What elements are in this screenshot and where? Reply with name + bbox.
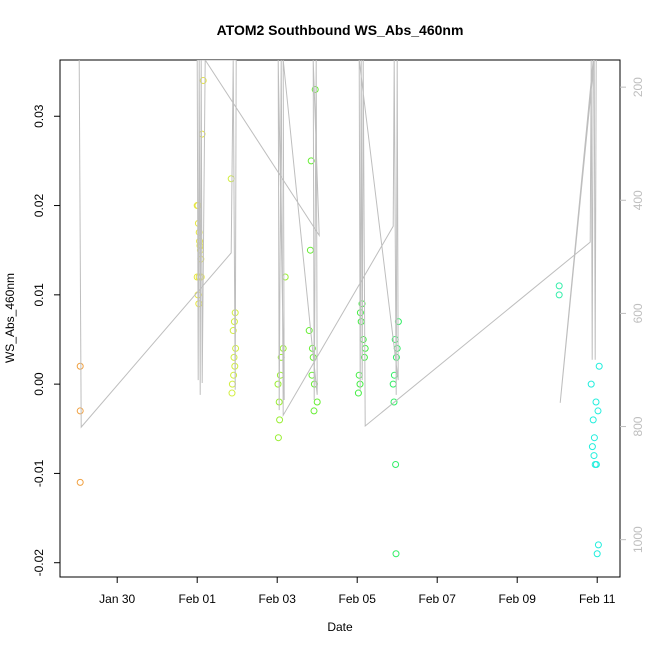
point [76,362,84,370]
point [588,443,596,451]
point [389,380,397,388]
point [354,389,362,397]
x-tick-label: Feb 05 [339,592,377,606]
point [587,380,595,388]
point [230,371,238,379]
point [199,77,207,85]
point [359,335,367,343]
point [555,291,563,299]
point [229,327,237,335]
point [281,273,289,281]
point [276,416,284,424]
point [306,246,314,254]
point [305,327,313,335]
point [594,407,602,415]
point [307,157,315,165]
point [592,398,600,406]
plot-frame [59,59,621,578]
point [355,371,363,379]
point [357,318,365,326]
y-tick-label: 0.01 [32,283,46,307]
point [590,434,598,442]
x-tick-label: Feb 01 [179,592,217,606]
point [76,407,84,415]
y2-tick-label: 1000 [631,526,645,553]
x-tick-label: Jan 30 [99,592,135,606]
x-tick-label: Feb 03 [259,592,297,606]
x-tick-label: Feb 11 [579,592,616,606]
point [274,380,282,388]
point [313,398,321,406]
point [392,550,400,558]
point [555,282,563,290]
point [76,478,84,486]
y-tick-label: -0.01 [32,459,46,487]
point [590,452,598,460]
point [228,380,236,388]
point [390,398,398,406]
point [595,362,603,370]
x-tick-label: Feb 07 [419,592,457,606]
y-tick-label: -0.02 [32,549,46,577]
point [227,175,235,183]
y2-tick-label: 800 [631,416,645,436]
point [393,344,401,352]
point [592,460,600,468]
point [589,416,597,424]
plot-area [76,60,603,558]
y2-tick-label: 600 [631,303,645,323]
x-axis-label: Date [327,620,353,634]
x-tick-label: Feb 09 [499,592,537,606]
y2-tick-label: 400 [631,190,645,210]
point [310,407,318,415]
point [274,434,282,442]
point [392,460,400,468]
y-tick-label: 0.03 [32,104,46,128]
point [593,550,601,558]
point [228,389,236,397]
point [594,541,602,549]
line-series [78,60,597,429]
point [311,85,319,93]
point [230,353,238,361]
y-tick-label: 0.00 [32,372,46,396]
y2-tick-label: 200 [631,77,645,97]
y-tick-label: 0.02 [32,194,46,218]
y-axis-label: WS_Abs_460nm [3,273,17,363]
chart-title: ATOM2 Southbound WS_Abs_460nm [217,22,464,38]
